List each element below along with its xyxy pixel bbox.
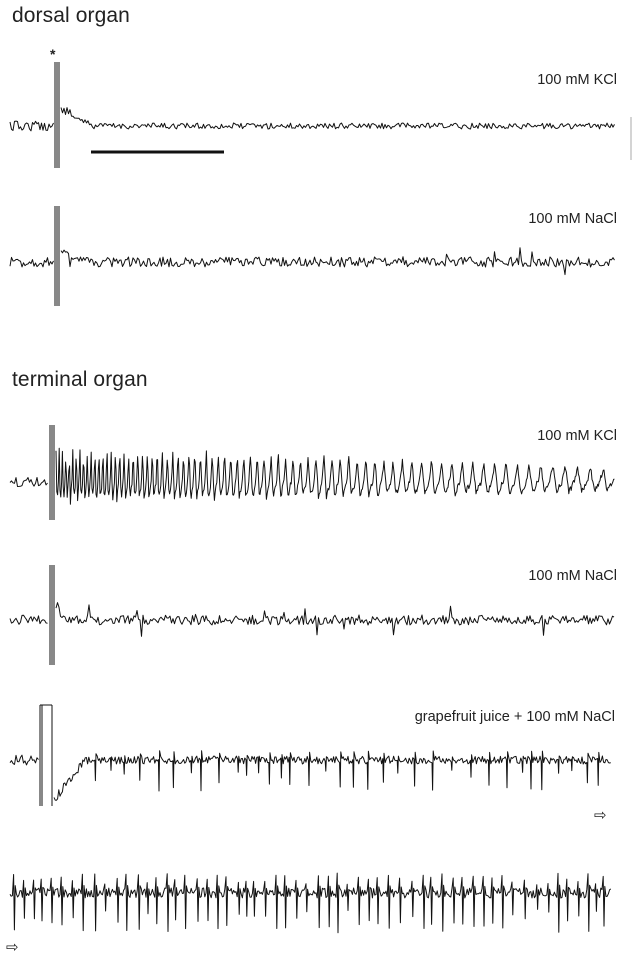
trace-terminal-grapefruit [53, 750, 611, 801]
trace-label-dorsal-kcl: 100 mM KCl [537, 72, 617, 88]
trace-label-terminal-nacl: 100 mM NaCl [528, 568, 617, 584]
continuation-arrow-left: ⇨ [6, 938, 19, 956]
stimulus-asterisk: * [50, 46, 56, 62]
trace-dorsal-kcl-pre [9, 120, 54, 132]
trace-terminal-kcl-pre [9, 477, 48, 487]
terminal-organ-title: terminal organ [12, 368, 148, 391]
trace-dorsal-nacl-pre [9, 256, 54, 268]
trace-dorsal-kcl [60, 107, 615, 130]
trace-label-dorsal-nacl: 100 mM NaCl [528, 211, 617, 227]
trace-terminal-nacl-stimulus-artifact [49, 565, 55, 665]
trace-terminal-nacl [55, 602, 615, 637]
continuation-arrow-right: ⇨ [594, 806, 607, 824]
trace-terminal-kcl [55, 447, 615, 505]
trace-terminal-grapefruit-pre [9, 754, 39, 766]
dorsal-organ-title: dorsal organ [12, 4, 130, 27]
trace-label-terminal-kcl: 100 mM KCl [537, 428, 617, 444]
trace-terminal-nacl-pre [9, 614, 48, 625]
trace-dorsal-nacl-stimulus-artifact [54, 206, 60, 306]
trace-terminal-kcl-stimulus-artifact [49, 425, 55, 520]
trace-terminal-grapefruit-cont [9, 872, 612, 934]
trace-dorsal-nacl [60, 247, 615, 276]
trace-label-terminal-grapefruit: grapefruit juice + 100 mM NaCl [414, 709, 615, 725]
trace-terminal-grapefruit-stimulus-artifact [39, 704, 53, 806]
trace-dorsal-kcl-stimulus-artifact [54, 62, 60, 168]
